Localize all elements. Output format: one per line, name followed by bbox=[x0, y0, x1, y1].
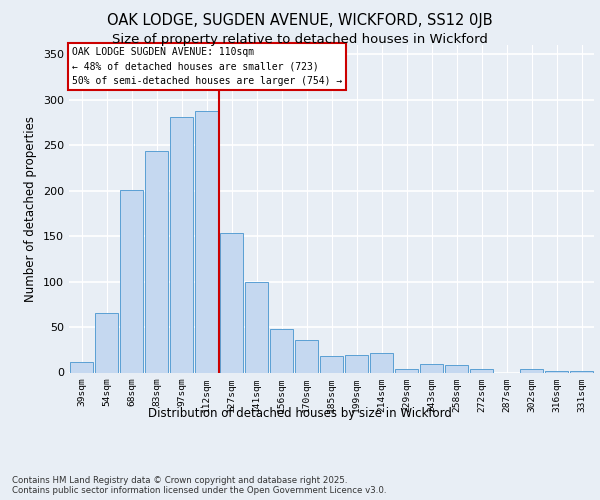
Bar bbox=[569, 370, 593, 372]
Bar bbox=[295, 340, 319, 372]
Text: Contains HM Land Registry data © Crown copyright and database right 2025.
Contai: Contains HM Land Registry data © Crown c… bbox=[12, 476, 386, 495]
Bar bbox=[220, 234, 244, 372]
Bar bbox=[70, 362, 94, 372]
Bar bbox=[119, 190, 143, 372]
Text: OAK LODGE, SUGDEN AVENUE, WICKFORD, SS12 0JB: OAK LODGE, SUGDEN AVENUE, WICKFORD, SS12… bbox=[107, 12, 493, 28]
Bar bbox=[95, 314, 118, 372]
Bar bbox=[194, 110, 218, 372]
Bar bbox=[470, 369, 493, 372]
Bar bbox=[370, 354, 394, 372]
Bar bbox=[419, 364, 443, 372]
Bar bbox=[395, 369, 418, 372]
Bar bbox=[445, 365, 469, 372]
Y-axis label: Number of detached properties: Number of detached properties bbox=[25, 116, 37, 302]
Bar bbox=[520, 369, 544, 372]
Bar bbox=[145, 152, 169, 372]
Bar bbox=[170, 117, 193, 372]
Text: Distribution of detached houses by size in Wickford: Distribution of detached houses by size … bbox=[148, 408, 452, 420]
Bar bbox=[245, 282, 268, 372]
Text: OAK LODGE SUGDEN AVENUE: 110sqm
← 48% of detached houses are smaller (723)
50% o: OAK LODGE SUGDEN AVENUE: 110sqm ← 48% of… bbox=[71, 46, 342, 86]
Text: Size of property relative to detached houses in Wickford: Size of property relative to detached ho… bbox=[112, 32, 488, 46]
Bar bbox=[545, 370, 568, 372]
Bar bbox=[344, 355, 368, 372]
Bar bbox=[269, 329, 293, 372]
Bar bbox=[320, 356, 343, 372]
